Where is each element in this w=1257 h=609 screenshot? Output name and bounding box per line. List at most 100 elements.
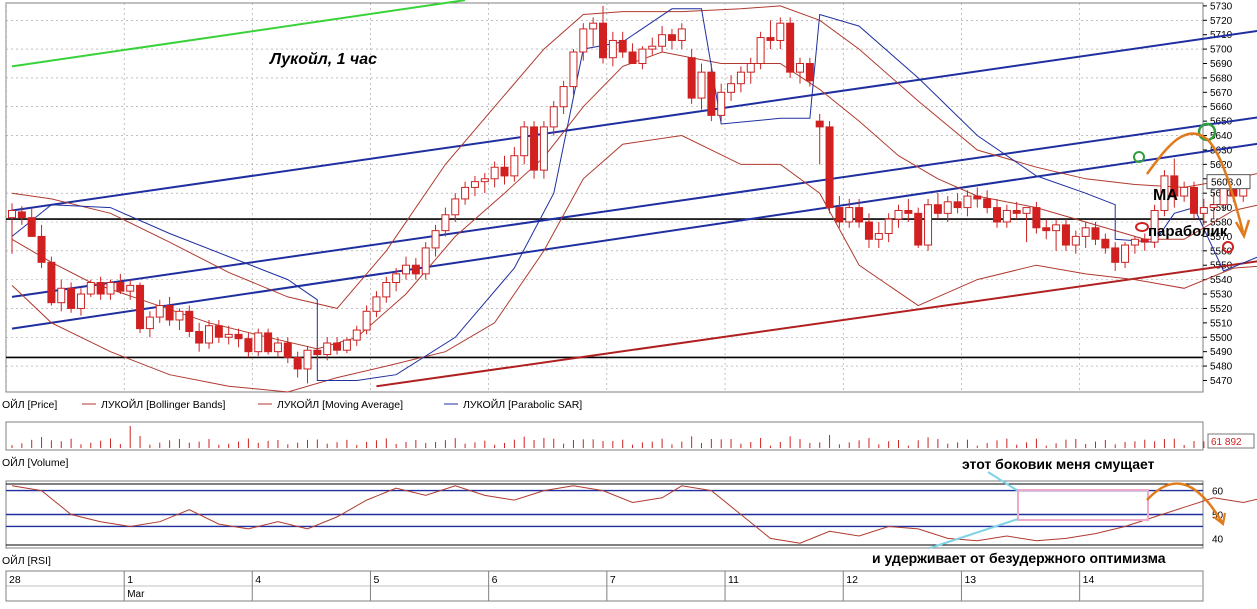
candle-body xyxy=(155,305,164,318)
candle-body xyxy=(76,293,85,309)
candle-body xyxy=(362,310,371,331)
candle-body xyxy=(273,342,282,353)
price-axis: 5470548054905500551055205530554055505560… xyxy=(1203,1,1233,387)
candle-body xyxy=(687,57,696,99)
candle-body xyxy=(835,207,844,223)
candle-body xyxy=(677,28,686,41)
candle-body xyxy=(973,195,982,200)
candle-body xyxy=(756,37,765,65)
price-tick-label: 5690 xyxy=(1210,59,1233,70)
candle-body xyxy=(924,204,933,246)
price-tick-label: 5670 xyxy=(1210,88,1233,99)
date-label: 28 xyxy=(9,574,21,586)
candle-body xyxy=(825,126,834,209)
date-label: 4 xyxy=(255,574,261,586)
price-tick-label: 5630 xyxy=(1210,145,1233,156)
candle-body xyxy=(766,37,775,41)
candle-body xyxy=(1209,204,1218,209)
cyan-pointer-bottom xyxy=(929,518,1019,549)
candle-body xyxy=(667,34,676,41)
candle-body xyxy=(17,211,26,219)
candle-body xyxy=(244,338,253,353)
rsi-sideways-box xyxy=(1017,489,1149,521)
candle-body xyxy=(470,181,479,188)
chart-title: Лукойл, 1 час xyxy=(269,51,377,68)
candle-body xyxy=(1061,224,1070,246)
candle-body xyxy=(293,356,302,370)
candle-body xyxy=(67,287,76,309)
date-label: 1 xyxy=(127,574,133,586)
candle-body xyxy=(126,284,135,292)
price-tick-label: 5640 xyxy=(1210,131,1233,142)
candle-body xyxy=(1160,175,1169,211)
candle-body xyxy=(411,264,420,275)
candle-body xyxy=(254,332,263,353)
candle-body xyxy=(786,22,795,73)
candle-body xyxy=(352,329,361,341)
rsi-orange-arrow xyxy=(1146,482,1224,523)
candle-body xyxy=(480,178,489,183)
candle-body xyxy=(1150,209,1159,243)
candle-body xyxy=(933,204,942,214)
candle-body xyxy=(549,106,558,128)
candle-body xyxy=(1219,186,1228,206)
candle-body xyxy=(145,316,154,330)
rsi-note-top: этот боковик меня смущает xyxy=(962,456,1155,472)
candle-body xyxy=(1190,186,1198,214)
trend-channel-line xyxy=(11,142,1257,330)
date-label: 11 xyxy=(728,574,739,586)
trend-channel-line xyxy=(11,0,466,68)
month-label: Mar xyxy=(127,589,145,600)
trend-channel-line xyxy=(11,30,1257,212)
bollinger-lower-band xyxy=(11,134,1257,393)
candle-body xyxy=(648,45,657,50)
candle-body xyxy=(983,198,992,209)
price-tick-label: 5730 xyxy=(1210,1,1233,12)
candle-body xyxy=(1199,207,1208,214)
candle-body xyxy=(569,51,578,88)
candle-body xyxy=(1121,244,1130,263)
rsi-tick-label: 40 xyxy=(1212,534,1224,545)
price-tick-label: 5560 xyxy=(1210,246,1233,257)
candle-body xyxy=(313,349,322,356)
candle-body xyxy=(234,333,243,340)
candle-body xyxy=(796,63,804,73)
red-circle-marker xyxy=(1222,241,1234,253)
candle-body xyxy=(431,230,440,249)
candle-body xyxy=(421,247,430,275)
candle-body xyxy=(372,296,381,312)
candle-body xyxy=(1081,227,1090,237)
candle-body xyxy=(658,34,667,47)
candle-body xyxy=(1032,207,1041,229)
orange-forecast-arrowhead xyxy=(1234,219,1251,240)
candle-body xyxy=(638,48,647,65)
candle-body xyxy=(303,349,312,370)
candle-body xyxy=(746,63,755,73)
volume-value-label: 61 892 xyxy=(1211,437,1242,448)
candle-body xyxy=(884,218,893,235)
candle-body xyxy=(1002,209,1011,223)
candle-body xyxy=(402,264,410,275)
legend-item: ОЙЛ [Price] xyxy=(2,398,57,411)
candle-body xyxy=(1052,224,1061,232)
candle-body xyxy=(539,126,548,171)
candle-body xyxy=(874,233,883,240)
date-label: 14 xyxy=(1083,574,1095,586)
rsi-pane-title: ОЙЛ [RSI] xyxy=(2,554,51,567)
candle-body xyxy=(27,217,36,237)
price-pane: 5470548054905500551055205530554055505560… xyxy=(2,0,1257,411)
volume-pane: 61 892 ОЙЛ [Volume] xyxy=(2,421,1255,469)
price-tick-label: 5590 xyxy=(1210,203,1233,214)
candle-body xyxy=(37,235,46,263)
red-sar-marker xyxy=(1135,222,1149,232)
candle-body xyxy=(864,221,873,240)
candle-body xyxy=(116,282,125,292)
candle-body xyxy=(323,342,332,356)
rsi-line xyxy=(11,485,1257,544)
candle-body xyxy=(451,198,460,216)
candle-body xyxy=(697,71,706,99)
candle-body xyxy=(441,214,450,232)
ma-annotation: MA xyxy=(1153,187,1178,204)
candle-body xyxy=(510,155,519,177)
